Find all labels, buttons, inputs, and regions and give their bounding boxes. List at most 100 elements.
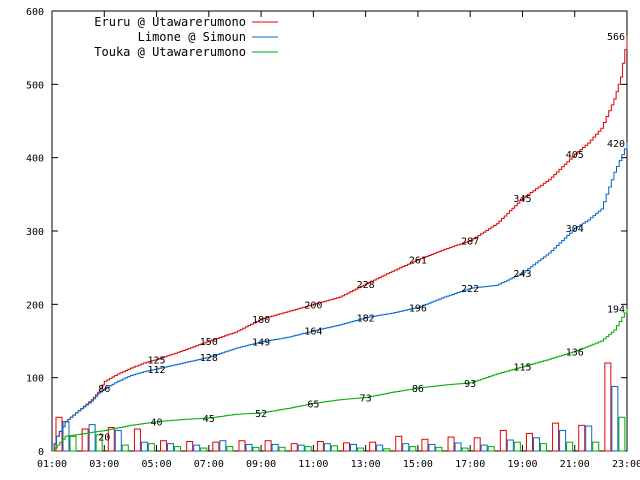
data-label: 20 bbox=[98, 432, 110, 443]
hourly-bar bbox=[395, 435, 403, 452]
data-label: 65 bbox=[307, 399, 319, 410]
hourly-bar bbox=[604, 362, 612, 452]
hourly-bar bbox=[121, 444, 129, 452]
series-line bbox=[52, 35, 628, 452]
hourly-bar bbox=[409, 446, 417, 452]
data-label: 125 bbox=[148, 355, 166, 366]
data-label: 149 bbox=[252, 338, 270, 349]
data-label: 420 bbox=[607, 139, 625, 150]
hourly-bar bbox=[219, 440, 227, 452]
hourly-bar bbox=[369, 441, 377, 452]
data-label: 304 bbox=[566, 224, 584, 235]
hourly-bar bbox=[245, 443, 253, 452]
hourly-bars bbox=[55, 362, 626, 452]
data-label: 194 bbox=[607, 305, 625, 316]
hourly-bar bbox=[532, 437, 540, 452]
data-label: 345 bbox=[513, 194, 531, 205]
hourly-bar bbox=[174, 446, 182, 452]
hourly-bar bbox=[88, 424, 96, 452]
y-tick-label: 200 bbox=[26, 300, 44, 311]
data-label: 73 bbox=[360, 393, 372, 404]
hourly-bar bbox=[513, 441, 521, 452]
hourly-bar bbox=[585, 425, 593, 452]
y-tick-label: 500 bbox=[26, 80, 44, 91]
hourly-bar bbox=[193, 444, 201, 452]
x-tick-label: 23:00 bbox=[612, 459, 640, 470]
hourly-bar bbox=[133, 428, 141, 452]
data-label: 405 bbox=[566, 150, 584, 161]
x-tick-label: 17:00 bbox=[455, 459, 485, 470]
hourly-bar bbox=[114, 429, 122, 452]
x-tick-label: 11:00 bbox=[298, 459, 328, 470]
hourly-bar bbox=[290, 443, 298, 452]
legend-label: Eruru @ Utawarerumono bbox=[94, 15, 246, 29]
data-label: 93 bbox=[464, 379, 476, 390]
data-label: 287 bbox=[461, 237, 479, 248]
x-tick-label: 13:00 bbox=[351, 459, 381, 470]
data-label: 86 bbox=[412, 384, 424, 395]
hourly-bar bbox=[271, 443, 279, 452]
plot-frame bbox=[51, 10, 628, 452]
data-label: 243 bbox=[513, 269, 531, 280]
data-label: 566 bbox=[607, 32, 625, 43]
hourly-bar bbox=[343, 442, 350, 452]
hourly-bar bbox=[140, 441, 148, 452]
hourly-bar bbox=[167, 443, 175, 452]
hourly-bar bbox=[566, 441, 574, 452]
hourly-bar bbox=[323, 443, 331, 452]
data-label: 180 bbox=[252, 315, 270, 326]
hourly-bar bbox=[264, 440, 272, 452]
x-tick-label: 09:00 bbox=[246, 459, 276, 470]
data-label: 228 bbox=[357, 280, 375, 291]
hourly-bar bbox=[552, 422, 560, 452]
hourly-bar bbox=[559, 429, 567, 452]
hourly-bar bbox=[592, 441, 600, 452]
legend-label: Limone @ Simoun bbox=[138, 30, 246, 44]
x-tick-label: 21:00 bbox=[560, 459, 590, 470]
x-tick-label: 07:00 bbox=[194, 459, 224, 470]
hourly-bar bbox=[461, 447, 469, 452]
x-tick-label: 19:00 bbox=[507, 459, 537, 470]
hourly-bar bbox=[611, 385, 619, 452]
hourly-bar bbox=[421, 438, 429, 452]
hourly-bar bbox=[200, 447, 208, 452]
hourly-bar bbox=[447, 436, 455, 452]
hourly-bar bbox=[226, 446, 234, 452]
y-tick-label: 0 bbox=[38, 447, 44, 458]
hourly-bar bbox=[428, 443, 436, 452]
hourly-bar bbox=[454, 442, 462, 452]
hourly-bar bbox=[357, 447, 364, 452]
hourly-bar bbox=[506, 439, 514, 452]
y-tick-label: 600 bbox=[26, 7, 44, 18]
x-tick-label: 01:00 bbox=[37, 459, 67, 470]
hourly-bar bbox=[147, 443, 155, 452]
data-label: 196 bbox=[409, 303, 427, 314]
hourly-bar bbox=[525, 432, 533, 452]
hourly-bar bbox=[499, 429, 507, 452]
hourly-bar bbox=[304, 446, 312, 452]
x-tick-label: 05:00 bbox=[141, 459, 171, 470]
y-tick-label: 300 bbox=[26, 227, 44, 238]
hourly-bar bbox=[316, 440, 324, 452]
hourly-bar bbox=[252, 446, 260, 452]
hourly-bar bbox=[480, 444, 488, 452]
data-labels: 86 125 150 180 200 228 261 287 345 405 566 112 128 14… bbox=[98, 32, 625, 443]
data-label: 52 bbox=[255, 409, 267, 420]
hourly-bar bbox=[473, 437, 481, 452]
hourly-bar bbox=[81, 428, 89, 452]
x-tick-label: 03:00 bbox=[89, 459, 119, 470]
chart-axes: 0 100 200 300 400 500 600 01:00 03:00 05:00 07:00 0… bbox=[26, 7, 640, 470]
data-label: 128 bbox=[200, 353, 218, 364]
data-label: 136 bbox=[566, 347, 584, 358]
data-label: 112 bbox=[148, 365, 166, 376]
hourly-bar bbox=[330, 445, 338, 452]
x-tick-label: 15:00 bbox=[403, 459, 433, 470]
data-label: 115 bbox=[513, 363, 531, 374]
data-label: 200 bbox=[304, 300, 322, 311]
series-line bbox=[52, 143, 628, 452]
data-label: 182 bbox=[357, 314, 375, 325]
data-label: 45 bbox=[203, 414, 215, 425]
